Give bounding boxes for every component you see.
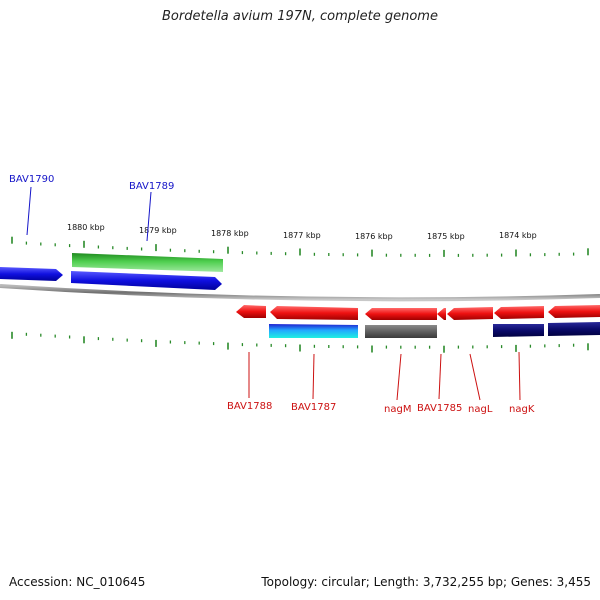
accession-text: Accession: NC_010645 [9,575,146,589]
tick-row-bottom [11,331,589,353]
gene-label-bav1785[interactable]: BAV1785 [417,403,462,414]
gene-bav1788-arrow[interactable] [236,305,266,318]
gene-label-bav1789[interactable]: BAV1789 [129,181,174,192]
gene-label-nagl[interactable]: nagL [468,404,493,415]
gene-nagm-arrow[interactable] [365,308,437,320]
leader-line-nagl [469,353,481,401]
gene-next-arrow[interactable] [548,305,600,318]
leader-line-bav1790 [26,186,32,236]
genome-backbone [0,284,600,302]
leader-line-bav1787 [312,353,315,400]
leader-line-bav1785 [438,353,442,400]
gene-navy-bar-2[interactable] [548,322,600,336]
gene-bav1790-arrow[interactable] [0,267,63,281]
rna-cyan-bar[interactable] [269,324,358,338]
topology-summary: Topology: circular; Length: 3,732,255 bp… [261,575,591,589]
ruler-label-1880: 1880 kbp [67,223,105,232]
ruler-label-1877: 1877 kbp [283,231,321,240]
leader-line-bav1789 [146,191,152,242]
gene-label-bav1788[interactable]: BAV1788 [227,401,272,412]
leader-line-nagm [396,353,402,401]
gene-label-bav1787[interactable]: BAV1787 [291,402,336,413]
rna-feature-bar[interactable] [72,253,223,272]
title: Bordetella avium 197N, complete genome [162,9,438,24]
ruler-label-1876: 1876 kbp [355,232,393,241]
gene-bav1785-arrow[interactable] [437,308,446,320]
pseudogene-gray-bar[interactable] [365,325,437,338]
leader-line-nagk [518,351,521,401]
gene-nagl-arrow[interactable] [447,307,493,320]
gene-bav1787-arrow[interactable] [270,306,358,320]
gene-label-nagk[interactable]: nagK [509,404,535,415]
gene-navy-bar[interactable] [493,324,544,337]
gene-nagk-arrow[interactable] [494,306,544,319]
gene-label-nagm[interactable]: nagM [384,404,411,415]
gene-bav1789-arrow[interactable] [71,271,222,290]
ruler-label-1874: 1874 kbp [499,231,537,240]
ruler-label-1875: 1875 kbp [427,232,465,241]
tick-row-top [11,236,589,257]
ruler-label-1879: 1879 kbp [139,226,177,235]
gene-label-bav1790[interactable]: BAV1790 [9,174,54,185]
ruler-label-1878: 1878 kbp [211,229,249,238]
